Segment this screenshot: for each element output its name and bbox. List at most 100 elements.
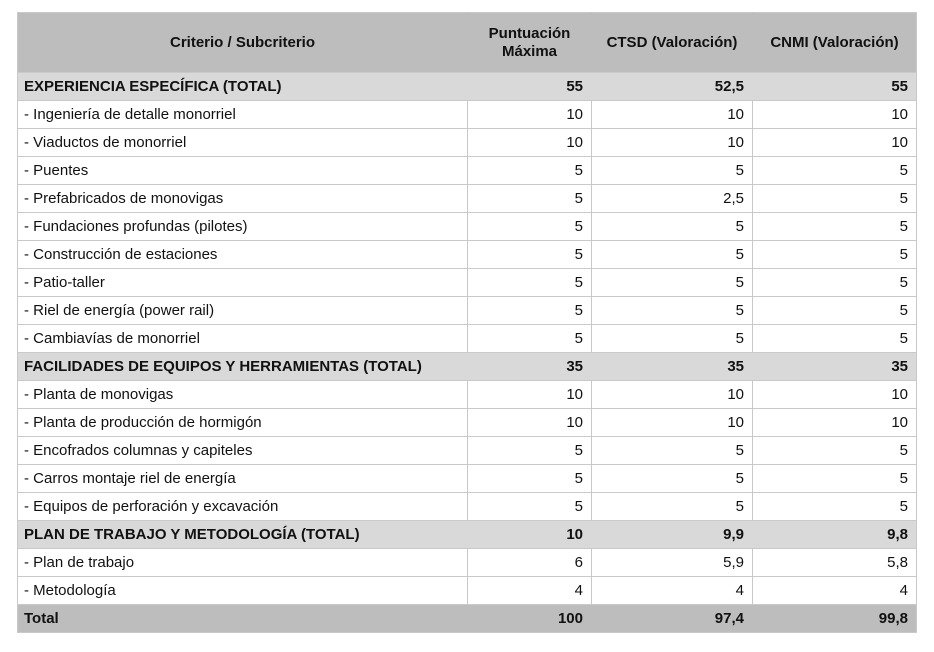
ctsd-value-cell: 4 xyxy=(591,576,753,605)
table-row: - Viaductos de monorriel 10 10 10 xyxy=(17,128,917,157)
criterio-cell: - Cambiavías de monorriel xyxy=(17,324,468,353)
max-value-cell: 55 xyxy=(467,72,592,101)
max-value-cell: 5 xyxy=(467,268,592,297)
grand-total-row: Total 100 97,4 99,8 xyxy=(17,604,917,633)
ctsd-value-cell: 10 xyxy=(591,408,753,437)
max-value-cell: 10 xyxy=(467,100,592,129)
max-value-cell: 5 xyxy=(467,464,592,493)
cnmi-value-cell: 5,8 xyxy=(752,548,917,577)
cnmi-value-cell: 35 xyxy=(752,352,917,381)
table-row: - Prefabricados de monovigas 5 2,5 5 xyxy=(17,184,917,213)
table-row: - Riel de energía (power rail) 5 5 5 xyxy=(17,296,917,325)
table-header: Criterio / Subcriterio Puntuación Máxima… xyxy=(17,12,917,73)
table-row: - Patio-taller 5 5 5 xyxy=(17,268,917,297)
criterio-cell: - Equipos de perforación y excavación xyxy=(17,492,468,521)
cnmi-value-cell: 5 xyxy=(752,212,917,241)
ctsd-value-cell: 5 xyxy=(591,492,753,521)
cnmi-value-cell: 10 xyxy=(752,128,917,157)
table-row: - Puentes 5 5 5 xyxy=(17,156,917,185)
max-value-cell: 100 xyxy=(467,604,592,633)
criterio-cell: EXPERIENCIA ESPECÍFICA (TOTAL) xyxy=(17,72,468,101)
section-total-row: FACILIDADES DE EQUIPOS Y HERRAMIENTAS (T… xyxy=(17,352,917,381)
max-value-cell: 5 xyxy=(467,240,592,269)
cnmi-value-cell: 5 xyxy=(752,492,917,521)
ctsd-value-cell: 5 xyxy=(591,464,753,493)
table-body: EXPERIENCIA ESPECÍFICA (TOTAL) 55 52,5 55- … xyxy=(17,72,917,633)
section-total-row: EXPERIENCIA ESPECÍFICA (TOTAL) 55 52,5 55 xyxy=(17,72,917,101)
max-value-cell: 10 xyxy=(467,408,592,437)
table-row: - Planta de monovigas 10 10 10 xyxy=(17,380,917,409)
header-row: Criterio / Subcriterio Puntuación Máxima… xyxy=(17,12,917,73)
ctsd-value-cell: 97,4 xyxy=(591,604,753,633)
table-row: - Encofrados columnas y capiteles 5 5 5 xyxy=(17,436,917,465)
max-value-cell: 6 xyxy=(467,548,592,577)
criterio-cell: - Construcción de estaciones xyxy=(17,240,468,269)
header-criterio: Criterio / Subcriterio xyxy=(17,12,468,73)
criterio-cell: - Patio-taller xyxy=(17,268,468,297)
criterio-cell: Total xyxy=(17,604,468,633)
criterio-cell: - Prefabricados de monovigas xyxy=(17,184,468,213)
criterio-cell: - Carros montaje riel de energía xyxy=(17,464,468,493)
max-value-cell: 5 xyxy=(467,212,592,241)
cnmi-value-cell: 5 xyxy=(752,436,917,465)
ctsd-value-cell: 5 xyxy=(591,436,753,465)
cnmi-value-cell: 10 xyxy=(752,380,917,409)
max-value-cell: 5 xyxy=(467,436,592,465)
criterio-cell: - Plan de trabajo xyxy=(17,548,468,577)
ctsd-value-cell: 5 xyxy=(591,240,753,269)
table-row: - Planta de producción de hormigón 10 10 10 xyxy=(17,408,917,437)
max-value-cell: 35 xyxy=(467,352,592,381)
ctsd-value-cell: 5 xyxy=(591,212,753,241)
ctsd-value-cell: 2,5 xyxy=(591,184,753,213)
evaluation-table: Criterio / Subcriterio Puntuación Máxima… xyxy=(17,12,917,633)
criterio-cell: - Ingeniería de detalle monorriel xyxy=(17,100,468,129)
ctsd-value-cell: 52,5 xyxy=(591,72,753,101)
cnmi-value-cell: 10 xyxy=(752,408,917,437)
ctsd-value-cell: 5 xyxy=(591,268,753,297)
table-row: - Construcción de estaciones 5 5 5 xyxy=(17,240,917,269)
table-row: - Metodología 4 4 4 xyxy=(17,576,917,605)
cnmi-value-cell: 5 xyxy=(752,296,917,325)
max-value-cell: 10 xyxy=(467,520,592,549)
criterio-cell: - Planta de producción de hormigón xyxy=(17,408,468,437)
cnmi-value-cell: 99,8 xyxy=(752,604,917,633)
ctsd-value-cell: 5,9 xyxy=(591,548,753,577)
cnmi-value-cell: 55 xyxy=(752,72,917,101)
max-value-cell: 5 xyxy=(467,296,592,325)
ctsd-value-cell: 5 xyxy=(591,324,753,353)
table-row: - Ingeniería de detalle monorriel 10 10 10 xyxy=(17,100,917,129)
cnmi-value-cell: 5 xyxy=(752,156,917,185)
ctsd-value-cell: 35 xyxy=(591,352,753,381)
max-value-cell: 10 xyxy=(467,380,592,409)
criterio-cell: - Puentes xyxy=(17,156,468,185)
max-value-cell: 10 xyxy=(467,128,592,157)
max-value-cell: 5 xyxy=(467,184,592,213)
table-row: - Fundaciones profundas (pilotes) 5 5 5 xyxy=(17,212,917,241)
table-row: - Carros montaje riel de energía 5 5 5 xyxy=(17,464,917,493)
criterio-cell: PLAN DE TRABAJO Y METODOLOGÍA (TOTAL) xyxy=(17,520,468,549)
cnmi-value-cell: 9,8 xyxy=(752,520,917,549)
ctsd-value-cell: 10 xyxy=(591,100,753,129)
cnmi-value-cell: 5 xyxy=(752,240,917,269)
cnmi-value-cell: 5 xyxy=(752,324,917,353)
criterio-cell: - Riel de energía (power rail) xyxy=(17,296,468,325)
ctsd-value-cell: 10 xyxy=(591,128,753,157)
cnmi-value-cell: 5 xyxy=(752,268,917,297)
max-value-cell: 5 xyxy=(467,324,592,353)
ctsd-value-cell: 9,9 xyxy=(591,520,753,549)
max-value-cell: 5 xyxy=(467,156,592,185)
table-row: - Plan de trabajo 6 5,9 5,8 xyxy=(17,548,917,577)
header-puntuacion-maxima: Puntuación Máxima xyxy=(467,12,592,73)
cnmi-value-cell: 5 xyxy=(752,464,917,493)
ctsd-value-cell: 5 xyxy=(591,296,753,325)
criterio-cell: - Metodología xyxy=(17,576,468,605)
header-cnmi-valoracion: CNMI (Valoración) xyxy=(752,12,917,73)
ctsd-value-cell: 10 xyxy=(591,380,753,409)
header-ctsd-valoracion: CTSD (Valoración) xyxy=(591,12,753,73)
cnmi-value-cell: 4 xyxy=(752,576,917,605)
max-value-cell: 5 xyxy=(467,492,592,521)
table-row: - Cambiavías de monorriel 5 5 5 xyxy=(17,324,917,353)
cnmi-value-cell: 5 xyxy=(752,184,917,213)
section-total-row: PLAN DE TRABAJO Y METODOLOGÍA (TOTAL) 10 9… xyxy=(17,520,917,549)
